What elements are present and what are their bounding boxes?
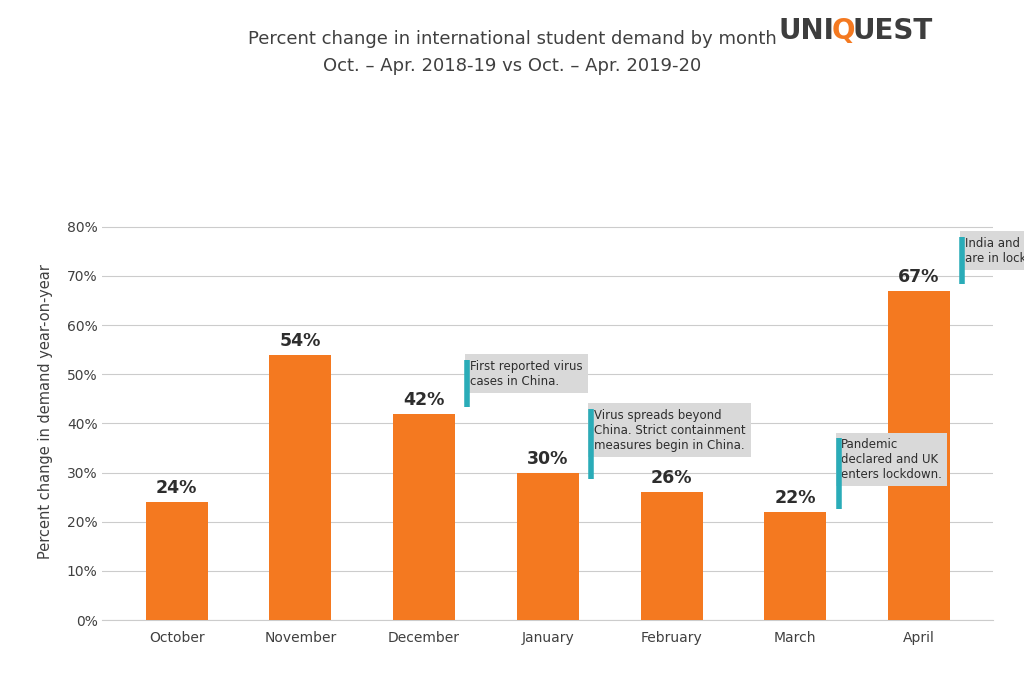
Text: 22%: 22% [774, 489, 816, 507]
Bar [641, 492, 702, 620]
Bar [517, 472, 579, 620]
Text: First reported virus
cases in China.: First reported virus cases in China. [470, 359, 583, 388]
Bar [764, 512, 826, 620]
Text: 26%: 26% [651, 469, 692, 487]
Bar [393, 414, 455, 620]
Text: 30%: 30% [527, 450, 568, 468]
Text: 67%: 67% [898, 268, 940, 286]
Text: Oct. – Apr. 2018-19 vs Oct. – Apr. 2019-20: Oct. – Apr. 2018-19 vs Oct. – Apr. 2019-… [323, 57, 701, 75]
Text: UEST: UEST [853, 17, 933, 45]
Bar [145, 502, 208, 620]
Bar [888, 290, 950, 620]
Text: Pandemic
declared and UK
enters lockdown.: Pandemic declared and UK enters lockdown… [841, 438, 942, 481]
Y-axis label: Percent change in demand year-on-year: Percent change in demand year-on-year [38, 264, 53, 559]
Text: Virus spreads beyond
China. Strict containment
measures begin in China.: Virus spreads beyond China. Strict conta… [594, 408, 745, 452]
Text: 24%: 24% [156, 479, 198, 497]
Text: UNI: UNI [778, 17, 835, 45]
Text: 42%: 42% [403, 391, 444, 408]
Bar [269, 355, 332, 620]
Text: Percent change in international student demand by month: Percent change in international student … [248, 30, 776, 49]
Text: Q: Q [831, 17, 855, 45]
Text: India and Nigeria
are in lockdown.: India and Nigeria are in lockdown. [965, 237, 1024, 265]
Text: 54%: 54% [280, 332, 322, 350]
